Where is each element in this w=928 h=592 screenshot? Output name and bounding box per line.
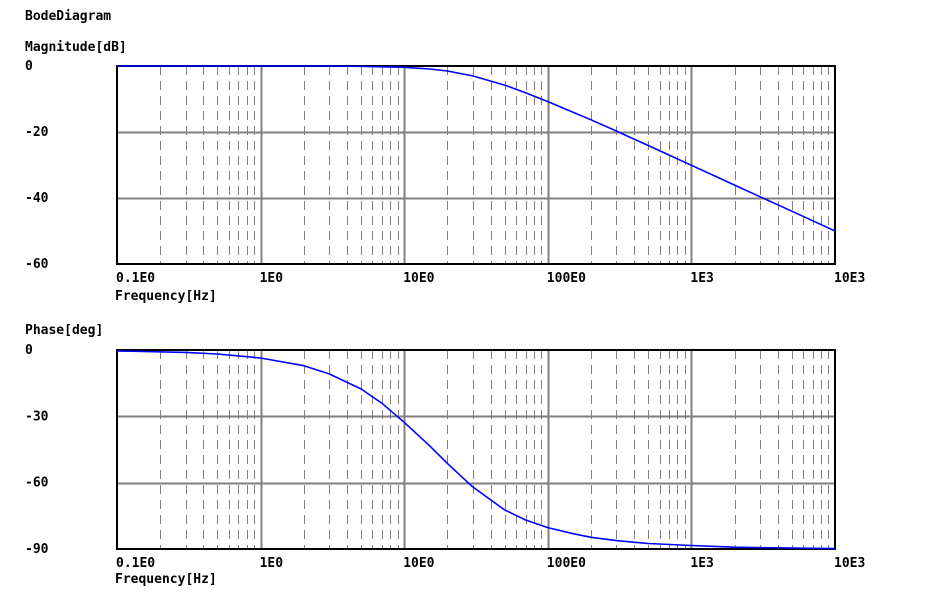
- magnitude-x-tick-label: 10E0: [403, 271, 434, 286]
- magnitude-y-tick-label: 0: [25, 59, 33, 74]
- magnitude-axis-title: Magnitude[dB]: [25, 40, 127, 55]
- magnitude-y-tick-label: -60: [25, 257, 49, 272]
- phase-y-ticks: 0 -30 -60 -90: [25, 343, 49, 557]
- phase-y-tick-label: -90: [25, 542, 49, 557]
- magnitude-x-tick-label: 0.1E0: [116, 271, 155, 286]
- magnitude-x-tick-label: 1E0: [260, 271, 284, 286]
- phase-x-tick-label: 1E0: [260, 556, 284, 571]
- phase-axis-title: Phase[deg]: [25, 323, 103, 338]
- magnitude-plot-frame: [116, 65, 836, 265]
- magnitude-x-tick-label: 10E3: [834, 271, 865, 286]
- phase-series: [116, 350, 836, 550]
- phase-y-tick-label: -60: [25, 476, 49, 491]
- magnitude-x-tick-label: 1E3: [690, 271, 713, 286]
- magnitude-x-tick-label: 100E0: [547, 271, 586, 286]
- magnitude-x-axis-label: Frequency[Hz]: [115, 289, 217, 304]
- diagram-title: BodeDiagram: [25, 9, 111, 24]
- phase-y-tick-label: 0: [25, 343, 33, 358]
- phase-curve: [116, 350, 836, 550]
- phase-x-tick-label: 10E3: [834, 556, 865, 571]
- magnitude-y-tick-label: -40: [25, 191, 49, 206]
- phase-x-tick-label: 0.1E0: [116, 556, 155, 571]
- magnitude-curve: [117, 65, 836, 232]
- phase-x-axis-label: Frequency[Hz]: [115, 572, 217, 587]
- magnitude-x-ticks: 0.1E0 1E0 10E0 100E0 1E3 10E3: [116, 271, 865, 286]
- phase-x-tick-label: 100E0: [547, 556, 586, 571]
- phase-x-tick-label: 1E3: [690, 556, 713, 571]
- phase-grid: [117, 350, 835, 549]
- magnitude-plot: Magnitude[dB] 0 -20 -40 -60 0.1E0 1E0 10E0 100…: [25, 40, 865, 304]
- phase-plot-frame: [116, 349, 836, 550]
- magnitude-y-ticks: 0 -20 -40 -60: [25, 59, 49, 272]
- phase-plot: Phase[deg] 0 -30 -60 -90 0.1E0 1E0 10E0 100E0 1…: [25, 323, 865, 587]
- magnitude-y-tick-label: -20: [25, 125, 49, 140]
- phase-x-ticks: 0.1E0 1E0 10E0 100E0 1E3 10E3: [116, 556, 865, 571]
- magnitude-grid: [117, 66, 835, 264]
- magnitude-series: [117, 65, 836, 232]
- phase-y-tick-label: -30: [25, 409, 49, 424]
- phase-x-tick-label: 10E0: [403, 556, 434, 571]
